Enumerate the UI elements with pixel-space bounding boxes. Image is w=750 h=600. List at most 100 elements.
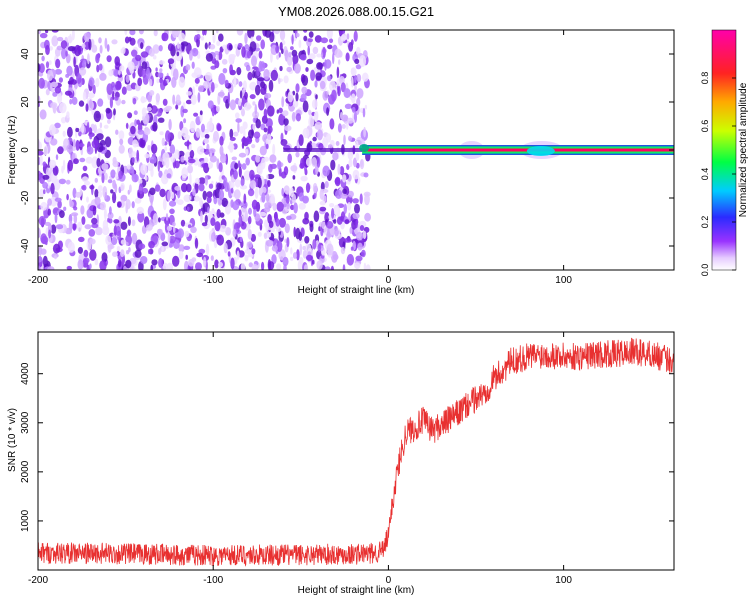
noise-blob	[313, 210, 320, 223]
noise-blob	[329, 80, 336, 92]
noise-blob	[204, 133, 210, 139]
noise-blob	[234, 162, 239, 170]
noise-blob	[157, 72, 164, 78]
noise-blob	[364, 104, 368, 110]
noise-blob	[72, 187, 77, 199]
noise-blob	[121, 99, 126, 105]
noise-blob	[237, 42, 243, 49]
noise-blob	[343, 88, 351, 99]
noise-blob	[158, 45, 163, 52]
noise-blob	[187, 164, 194, 174]
noise-blob	[247, 30, 255, 39]
noise-blob	[50, 182, 55, 195]
noise-blob	[89, 99, 93, 109]
noise-blob	[300, 93, 307, 102]
snr-x-tick-label: 100	[555, 575, 572, 586]
noise-blob	[252, 117, 257, 123]
noise-blob	[174, 185, 181, 191]
noise-blob	[292, 90, 296, 96]
noise-blob	[242, 201, 248, 209]
noise-blob	[77, 221, 83, 232]
noise-blob	[341, 33, 348, 41]
noise-blob	[127, 230, 131, 236]
noise-blob	[104, 37, 108, 49]
noise-blob	[313, 111, 319, 123]
noise-blob	[203, 256, 207, 268]
noise-blob	[338, 59, 341, 65]
noise-blob	[112, 191, 117, 204]
noise-blob	[131, 157, 135, 163]
noise-blob	[115, 225, 121, 237]
noise-blob	[204, 71, 213, 82]
noise-blob	[293, 226, 297, 238]
noise-blob	[47, 266, 55, 270]
noise-blob	[118, 69, 121, 76]
noise-blob	[247, 188, 255, 197]
noise-blob	[316, 260, 323, 270]
noise-blob	[216, 234, 224, 246]
noise-blob	[63, 206, 67, 211]
noise-blob	[79, 157, 86, 163]
snr-y-label: SNR (10 * v/v)	[7, 408, 18, 472]
noise-blob	[251, 144, 256, 149]
noise-blob	[344, 219, 350, 225]
noise-blob	[38, 63, 41, 73]
noise-blob	[112, 156, 117, 164]
noise-blob	[198, 177, 206, 185]
noise-blob	[343, 203, 347, 214]
noise-blob	[45, 30, 49, 34]
noise-blob	[363, 126, 366, 138]
noise-blob	[293, 63, 301, 74]
noise-blob	[259, 61, 266, 72]
noise-blob	[42, 181, 48, 189]
noise-blob	[255, 118, 261, 129]
noise-blob	[302, 100, 309, 113]
noise-blob	[50, 138, 58, 146]
noise-blob	[290, 165, 298, 172]
noise-blob	[241, 108, 245, 117]
noise-blob	[40, 201, 48, 211]
noise-blob	[193, 112, 199, 117]
noise-blob	[134, 119, 138, 127]
noise-blob	[181, 167, 188, 179]
noise-blob	[238, 215, 243, 226]
noise-blob	[233, 78, 237, 88]
noise-blob	[265, 239, 274, 247]
noise-blob	[180, 155, 185, 163]
noise-blob	[233, 169, 238, 180]
noise-blob	[124, 30, 128, 36]
noise-blob	[120, 249, 125, 258]
noise-blob	[216, 208, 221, 219]
noise-blob	[186, 206, 190, 211]
noise-blob	[109, 96, 113, 109]
noise-blob	[312, 259, 315, 265]
noise-blob	[204, 175, 208, 186]
noise-blob	[155, 67, 158, 72]
noise-blob	[251, 199, 258, 210]
noise-blob	[172, 226, 176, 233]
noise-blob	[337, 85, 341, 97]
noise-blob	[70, 79, 78, 85]
colorbar-tick-label: 0.2	[700, 216, 710, 229]
noise-blob	[304, 236, 310, 244]
noise-blob	[71, 30, 75, 41]
noise-blob	[84, 224, 92, 230]
noise-blob	[363, 262, 367, 270]
noise-blob	[177, 149, 180, 159]
noise-blob	[261, 192, 266, 203]
noise-blob	[283, 118, 289, 126]
noise-blob	[286, 237, 290, 248]
noise-blob	[134, 197, 142, 204]
noise-blob	[356, 88, 364, 99]
noise-blob	[318, 226, 321, 232]
noise-blob	[78, 131, 82, 137]
noise-blob	[95, 77, 100, 88]
noise-blob	[245, 157, 250, 166]
noise-blob	[43, 189, 46, 195]
noise-blob	[168, 242, 173, 248]
noise-blob	[194, 77, 200, 84]
noise-blob	[138, 183, 144, 195]
noise-blob	[71, 96, 78, 105]
noise-blob	[196, 33, 201, 40]
